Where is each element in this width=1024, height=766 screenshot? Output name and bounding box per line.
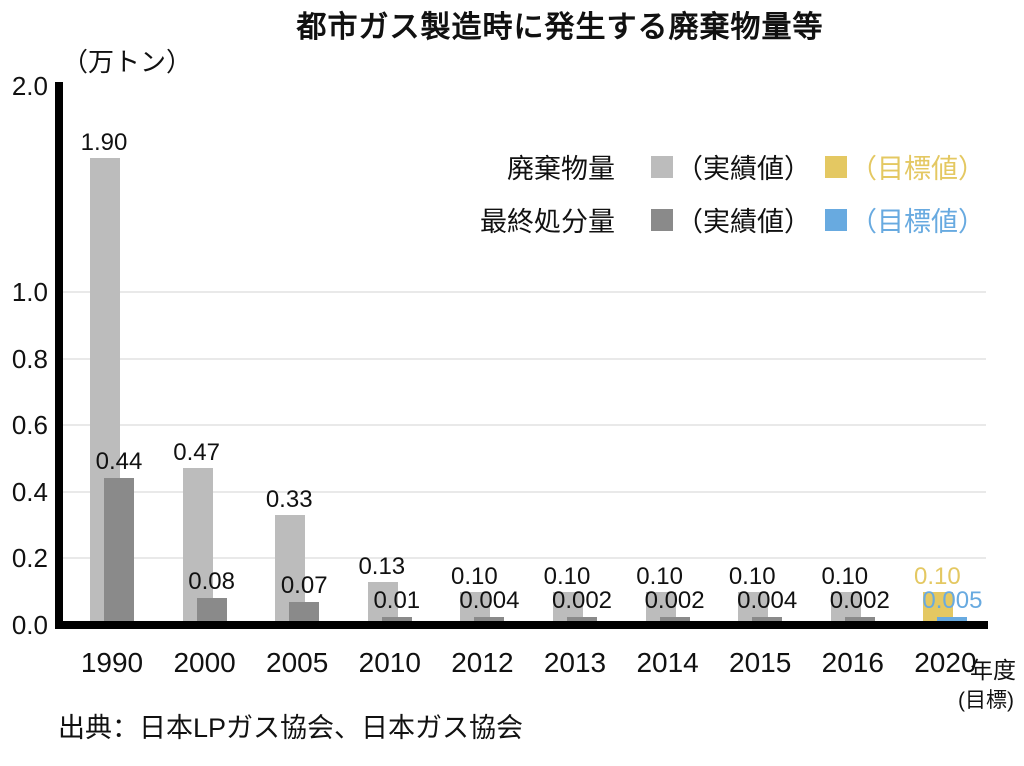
x-tick-label-2016: 2016 [821,647,884,678]
value-label-final-disposal-2014: 0.002 [644,587,705,614]
value-label-waste-2020: 0.10 [914,562,961,590]
value-label-waste-2014: 0.10 [636,562,683,590]
final-actual-swatch-icon [651,208,673,231]
value-label-final-disposal-2000: 0.08 [188,568,235,596]
x-axis-unit-label: 年度 [970,657,1016,683]
waste-actual-swatch-icon [651,155,673,178]
final-target-swatch-icon [825,208,847,231]
legend-actual-label: （実績値） [676,154,811,184]
value-label-waste-2000: 0.47 [173,439,220,467]
source-note: 出典：日本LPガス協会、日本ガス協会 [58,713,524,743]
x-tick-label-2012: 2012 [451,647,514,678]
x-tick-label-2005: 2005 [266,647,329,678]
legend-target-label: （目標値） [850,207,985,237]
legend-target-label: （目標値） [850,154,985,184]
x-tick-label-2014: 2014 [636,647,699,678]
x-axis-target-note: (目標) [958,689,1014,712]
x-tick-label-2020: 2020 [914,647,977,678]
x-tick-label-1990: 1990 [80,647,144,678]
gridline [63,291,986,293]
x-tick-label-2015: 2015 [729,647,792,678]
value-label-waste-2012: 0.10 [451,562,498,590]
waste-target-swatch-icon [825,155,847,178]
value-label-final-disposal-2016: 0.002 [829,587,890,614]
y-tick-label: 0.2 [11,543,48,574]
gridline [63,357,986,360]
bar-final-disposal-2000 [196,598,227,625]
value-label-final-disposal-1990: 0.44 [95,448,143,476]
value-label-waste-1990: 1.90 [80,128,128,156]
legend-row-waste: 廃棄物量 （実績値） （目標値） [465,147,985,186]
value-label-final-disposal-2020: 0.005 [922,587,983,614]
value-label-waste-2013: 0.10 [543,562,591,590]
x-tick-label-2013: 2013 [543,647,607,678]
y-tick-label: 1.0 [11,277,48,307]
x-tick-label-2000: 2000 [173,647,236,678]
legend-series-name: 廃棄物量 [507,154,615,184]
value-label-final-disposal-2005: 0.07 [280,571,328,599]
gridline [63,557,986,560]
y-tick-label: 0.8 [11,343,48,374]
value-label-waste-2016: 0.10 [821,562,869,590]
y-tick-label: 2.0 [11,71,48,101]
value-label-final-disposal-2012: 0.004 [459,587,520,614]
legend-actual-label: （実績値） [676,207,811,237]
x-axis-line [55,621,988,629]
gridline [63,490,986,493]
x-tick-label-2010: 2010 [358,647,421,678]
chart-title: 都市ガス製造時に発生する廃棄物量等 [296,11,824,44]
y-axis-unit-label: （万トン） [62,47,193,77]
gridline [63,424,986,427]
legend: 廃棄物量 （実績値） （目標値） 最終処分量 （実績値） （目標値） [465,147,985,239]
value-label-waste-2015: 0.10 [728,562,776,590]
y-tick-label: 0.4 [11,476,48,507]
y-axis-line [55,82,63,629]
value-label-final-disposal-2015: 0.004 [737,587,798,614]
legend-series-name: 最終処分量 [480,207,615,237]
y-tick-label: 0.6 [11,410,48,441]
legend-row-final-disposal: 最終処分量 （実績値） （目標値） [465,200,985,239]
bar-final-disposal-2005 [289,601,320,625]
value-label-final-disposal-2010: 0.01 [373,587,421,614]
bar-final-disposal-1990 [104,478,134,625]
value-label-waste-2005: 0.33 [265,486,313,514]
value-label-waste-2010: 0.13 [358,552,406,580]
y-tick-label: 0.0 [11,610,48,640]
value-label-final-disposal-2013: 0.002 [551,587,613,614]
